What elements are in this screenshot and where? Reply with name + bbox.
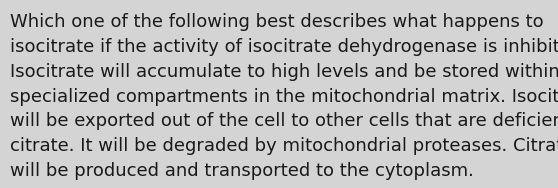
Text: isocitrate if the activity of isocitrate dehydrogenase is inhibited?: isocitrate if the activity of isocitrate… (10, 38, 558, 56)
Text: specialized compartments in the mitochondrial matrix. Isocitrate: specialized compartments in the mitochon… (10, 88, 558, 106)
Text: citrate. It will be degraded by mitochondrial proteases. Citrate: citrate. It will be degraded by mitochon… (10, 137, 558, 155)
Text: Isocitrate will accumulate to high levels and be stored within: Isocitrate will accumulate to high level… (10, 63, 558, 81)
Text: will be produced and transported to the cytoplasm.: will be produced and transported to the … (10, 162, 474, 180)
Text: Which one of the following best describes what happens to: Which one of the following best describe… (10, 13, 543, 31)
Text: will be exported out of the cell to other cells that are deficient in: will be exported out of the cell to othe… (10, 112, 558, 130)
